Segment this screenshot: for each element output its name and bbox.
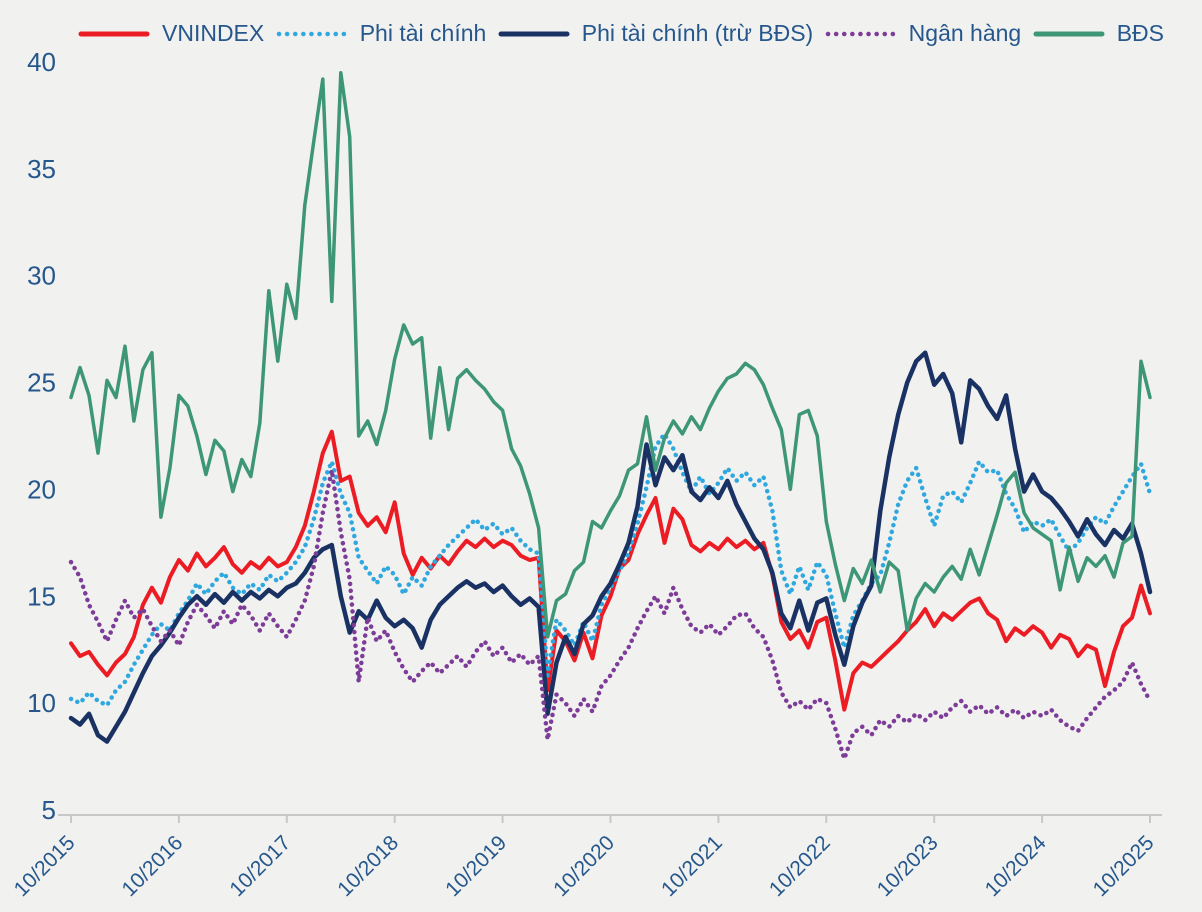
- y-axis-label: 15: [27, 581, 56, 611]
- x-axis-label: 10/2020: [549, 831, 619, 901]
- legend-item-vnindex: VNINDEX: [78, 20, 264, 47]
- x-axis-label: 10/2022: [765, 831, 835, 901]
- series-line-solid: [68, 350, 1153, 744]
- x-axis-label: 10/2019: [441, 831, 511, 901]
- legend-item-phi-tai-chinh: Phi tài chính: [276, 20, 487, 47]
- x-axis-label: 10/2024: [981, 831, 1051, 901]
- legend-label: VNINDEX: [162, 20, 265, 46]
- legend-item-ngan-hang: Ngân hàng: [825, 20, 1022, 47]
- legend-item-phi-tai-chinh-tru-bds: Phi tài chính (trừ BĐS): [498, 20, 813, 47]
- legend-item-bds: BĐS: [1033, 20, 1164, 47]
- legend-label: BĐS: [1116, 20, 1164, 46]
- dotted-line-swatch-icon: [276, 29, 348, 39]
- solid-line-swatch-icon: [78, 29, 150, 39]
- y-axis-label: 30: [27, 261, 56, 291]
- legend-label: Ngân hàng: [908, 20, 1022, 46]
- x-axis-label: 10/2021: [657, 831, 727, 901]
- x-axis-label: 10/2016: [117, 831, 187, 901]
- series-line-dotted: [68, 431, 1153, 708]
- dotted-line-swatch-icon: [825, 29, 897, 39]
- series-line-solid: [69, 70, 1152, 639]
- y-axis-label: 40: [27, 47, 56, 77]
- y-axis-label: 10: [27, 688, 56, 718]
- y-axis-label: 5: [42, 795, 56, 825]
- series-line-dotted: [68, 467, 1153, 761]
- y-axis-label: 25: [27, 368, 56, 398]
- solid-line-swatch-icon: [1033, 29, 1105, 39]
- x-axis-label: 10/2017: [225, 831, 295, 901]
- x-axis-label: 10/2025: [1089, 831, 1159, 901]
- x-axis-label: 10/2018: [333, 831, 403, 901]
- solid-line-swatch-icon: [498, 29, 570, 39]
- x-axis-label: 10/2023: [873, 831, 943, 901]
- chart-legend: VNINDEX Phi tài chính Phi tài chính (trừ…: [78, 20, 1164, 47]
- y-axis-label: 20: [27, 474, 56, 504]
- y-axis-label: 35: [27, 154, 56, 184]
- legend-label: Phi tài chính: [359, 20, 487, 46]
- x-axis-label: 10/2015: [10, 831, 80, 901]
- legend-label: Phi tài chính (trừ BĐS): [581, 20, 814, 46]
- series-line-solid: [69, 429, 1152, 712]
